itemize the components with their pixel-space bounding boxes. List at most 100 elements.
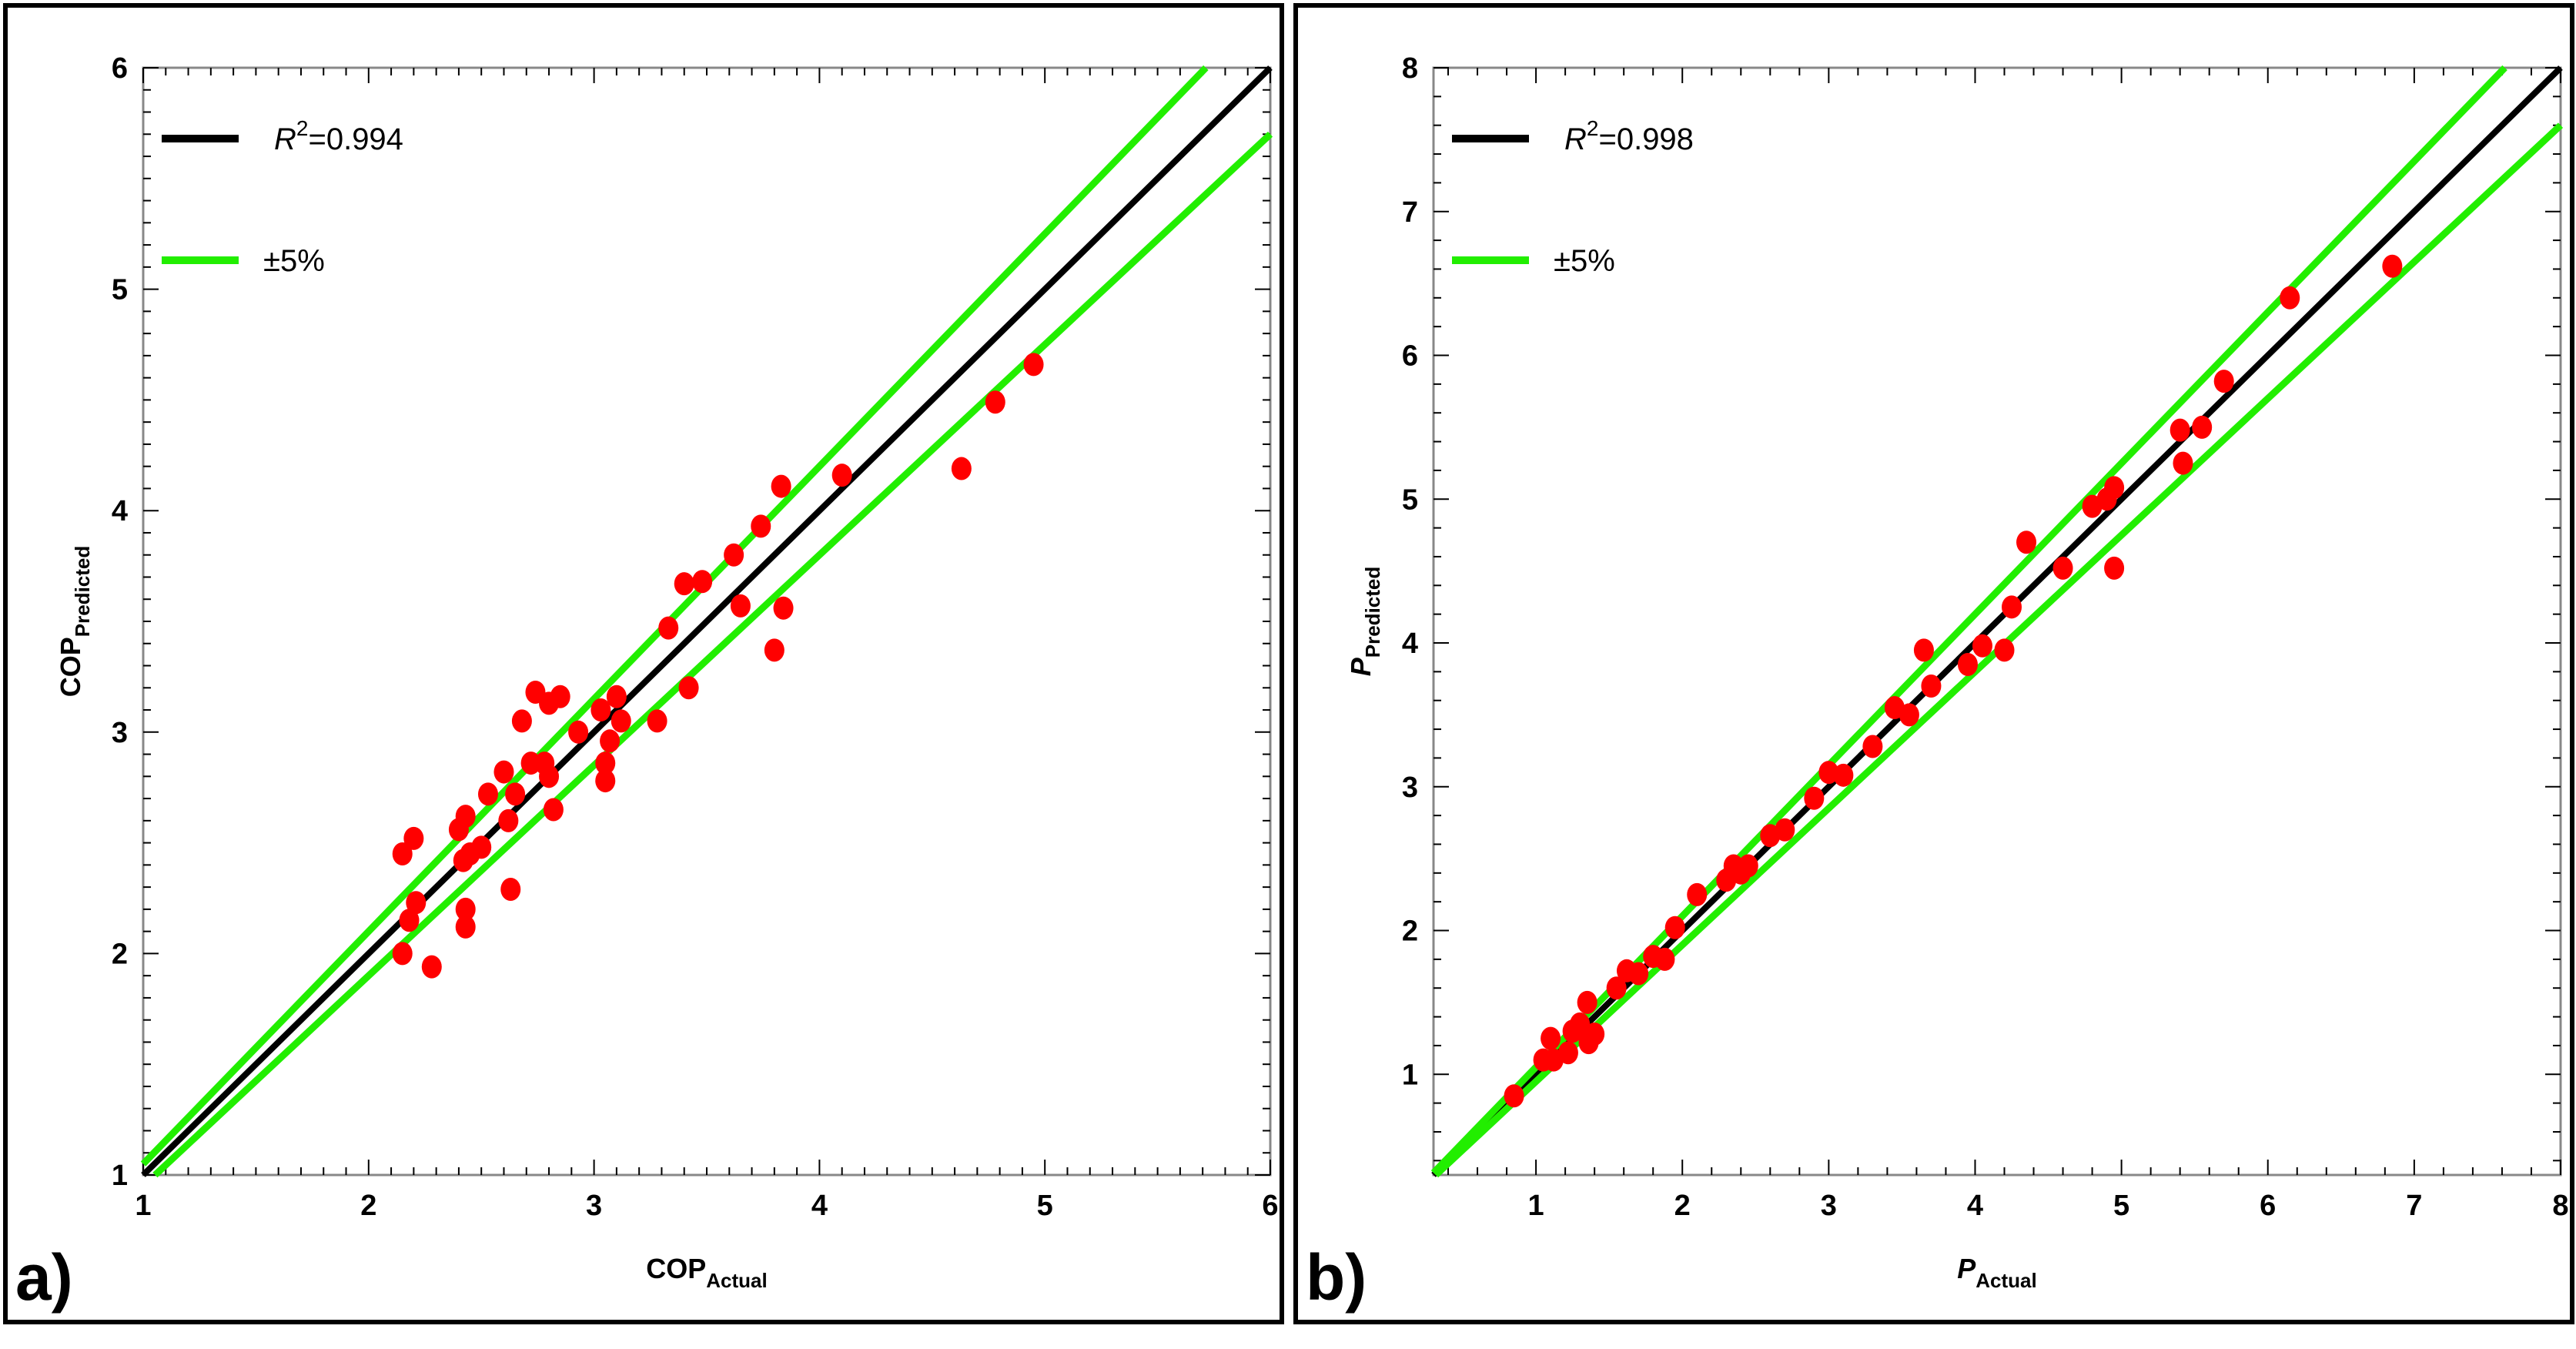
data-point	[406, 891, 427, 915]
legend-label-sup: 2	[296, 116, 309, 140]
data-point	[1994, 638, 2015, 662]
x-tick-label: 4	[1967, 1190, 1983, 1222]
data-point	[1541, 1026, 1561, 1050]
data-point	[403, 826, 424, 850]
data-point	[771, 474, 791, 498]
minor-ticks	[142, 67, 1271, 1176]
data-point	[985, 390, 1005, 414]
legend-label-main: ±5%	[1554, 244, 1615, 278]
data-point	[2016, 531, 2037, 554]
x-tick-label: 7	[2406, 1190, 2422, 1222]
data-point	[2002, 595, 2022, 619]
data-point	[1862, 735, 1883, 758]
data-point	[1504, 1084, 1524, 1108]
y-axis-label: COPPredicted	[55, 546, 94, 698]
data-point	[2170, 418, 2190, 442]
y-tick-label: 3	[112, 717, 128, 749]
y-tick-label: 2	[1402, 916, 1418, 948]
panel-label-a: a)	[15, 1241, 73, 1314]
data-point	[611, 709, 631, 733]
y-tick-label: 6	[1402, 340, 1418, 373]
x-tick-label: 2	[1674, 1190, 1691, 1222]
data-point	[505, 782, 526, 806]
x-axis-label-main: COP	[646, 1253, 706, 1284]
y-tick-label: 1	[1402, 1059, 1418, 1091]
x-axis-label-sub: Actual	[1975, 1269, 2036, 1292]
data-point	[399, 909, 420, 932]
data-point	[595, 751, 616, 775]
y-tick-label: 3	[1402, 772, 1418, 804]
y-axis-label: PPredicted	[1345, 567, 1384, 677]
legend-label-rest: =0.994	[308, 122, 403, 156]
scatter-chart-a: 1 2 3 4 5 6123456R2=0.994±5%COPActualCOPPredi…	[55, 52, 1279, 1292]
scatter-chart-b: 1 2 3 4 5 6 7 812345678R2=0.998±5%PActualPPredi…	[1345, 52, 2569, 1292]
legend-label-sup: 2	[1587, 116, 1599, 140]
data-point	[2052, 556, 2073, 580]
data-point	[2104, 476, 2125, 500]
legend-label-rest: =0.998	[1598, 122, 1693, 156]
data-point	[1023, 353, 1044, 377]
data-point	[1913, 638, 1934, 662]
data-point	[511, 709, 532, 733]
data-point	[1804, 786, 1825, 810]
y-axis-label-sub: Predicted	[71, 546, 94, 638]
data-point	[1628, 962, 1649, 986]
data-point	[1899, 703, 1919, 727]
data-point	[600, 729, 621, 753]
plot-frame	[1432, 66, 2562, 1177]
data-point	[773, 596, 794, 620]
x-axis-label: PActual	[1957, 1253, 2036, 1292]
data-point	[568, 720, 589, 744]
data-point	[471, 835, 492, 859]
panel-label-b: b)	[1306, 1241, 1367, 1314]
data-point	[1584, 1022, 1605, 1046]
data-point	[543, 798, 564, 822]
data-point	[2213, 370, 2234, 393]
x-tick-label: 1	[1528, 1190, 1544, 1222]
legend-label-main: R	[274, 122, 296, 156]
data-point	[1570, 1012, 1591, 1036]
data-point	[724, 543, 744, 567]
y-tick-label: 5	[112, 274, 128, 306]
x-tick-label: 2	[360, 1190, 376, 1222]
legend-label: ±5%	[263, 244, 325, 278]
y-tick-label: 1	[112, 1160, 128, 1192]
data-point	[951, 457, 972, 480]
data-point	[1654, 947, 1675, 971]
data-point	[606, 685, 627, 708]
data-point	[595, 769, 616, 793]
data-point	[421, 955, 442, 979]
data-point	[730, 594, 751, 618]
data-point	[674, 572, 694, 596]
x-axis-label-main: P	[1957, 1253, 1976, 1284]
data-point	[2192, 415, 2213, 439]
reference-line-ideal	[141, 65, 1273, 1177]
x-axis-label: COPActual	[646, 1253, 767, 1292]
data-point	[1606, 976, 1627, 1000]
data-point	[692, 570, 713, 594]
reference-line-ideal	[1431, 65, 2563, 1177]
data-point	[831, 464, 852, 487]
reference-line-plus-5pct	[140, 65, 1209, 1167]
data-point	[658, 616, 679, 640]
legend-label: R2=0.994	[274, 116, 403, 156]
data-point	[1557, 1041, 1578, 1065]
y-axis-label-sub: Predicted	[1361, 567, 1384, 658]
chart-panel-a: 1 2 3 4 5 6 1 2 3 4 5 6 R2=0.994 ±5% COPActual COPPredi…	[3, 3, 1284, 1324]
data-point	[1577, 990, 1597, 1014]
data-point	[751, 514, 771, 538]
data-point	[1833, 763, 1854, 787]
x-tick-label: 5	[1037, 1190, 1053, 1222]
legend-label-main: R	[1564, 122, 1587, 156]
data-point	[477, 782, 498, 806]
data-point	[2104, 556, 2125, 580]
x-tick-label: 3	[1821, 1190, 1837, 1222]
x-tick-label: 6	[2260, 1190, 2276, 1222]
data-point	[2382, 254, 2403, 278]
data-point	[1921, 674, 1942, 698]
data-point	[2173, 451, 2193, 475]
y-tick-label: 6	[112, 52, 128, 85]
legend-label: ±5%	[1554, 244, 1615, 278]
reference-line-minus-5pct	[152, 131, 1273, 1178]
x-tick-label: 1	[135, 1190, 151, 1222]
